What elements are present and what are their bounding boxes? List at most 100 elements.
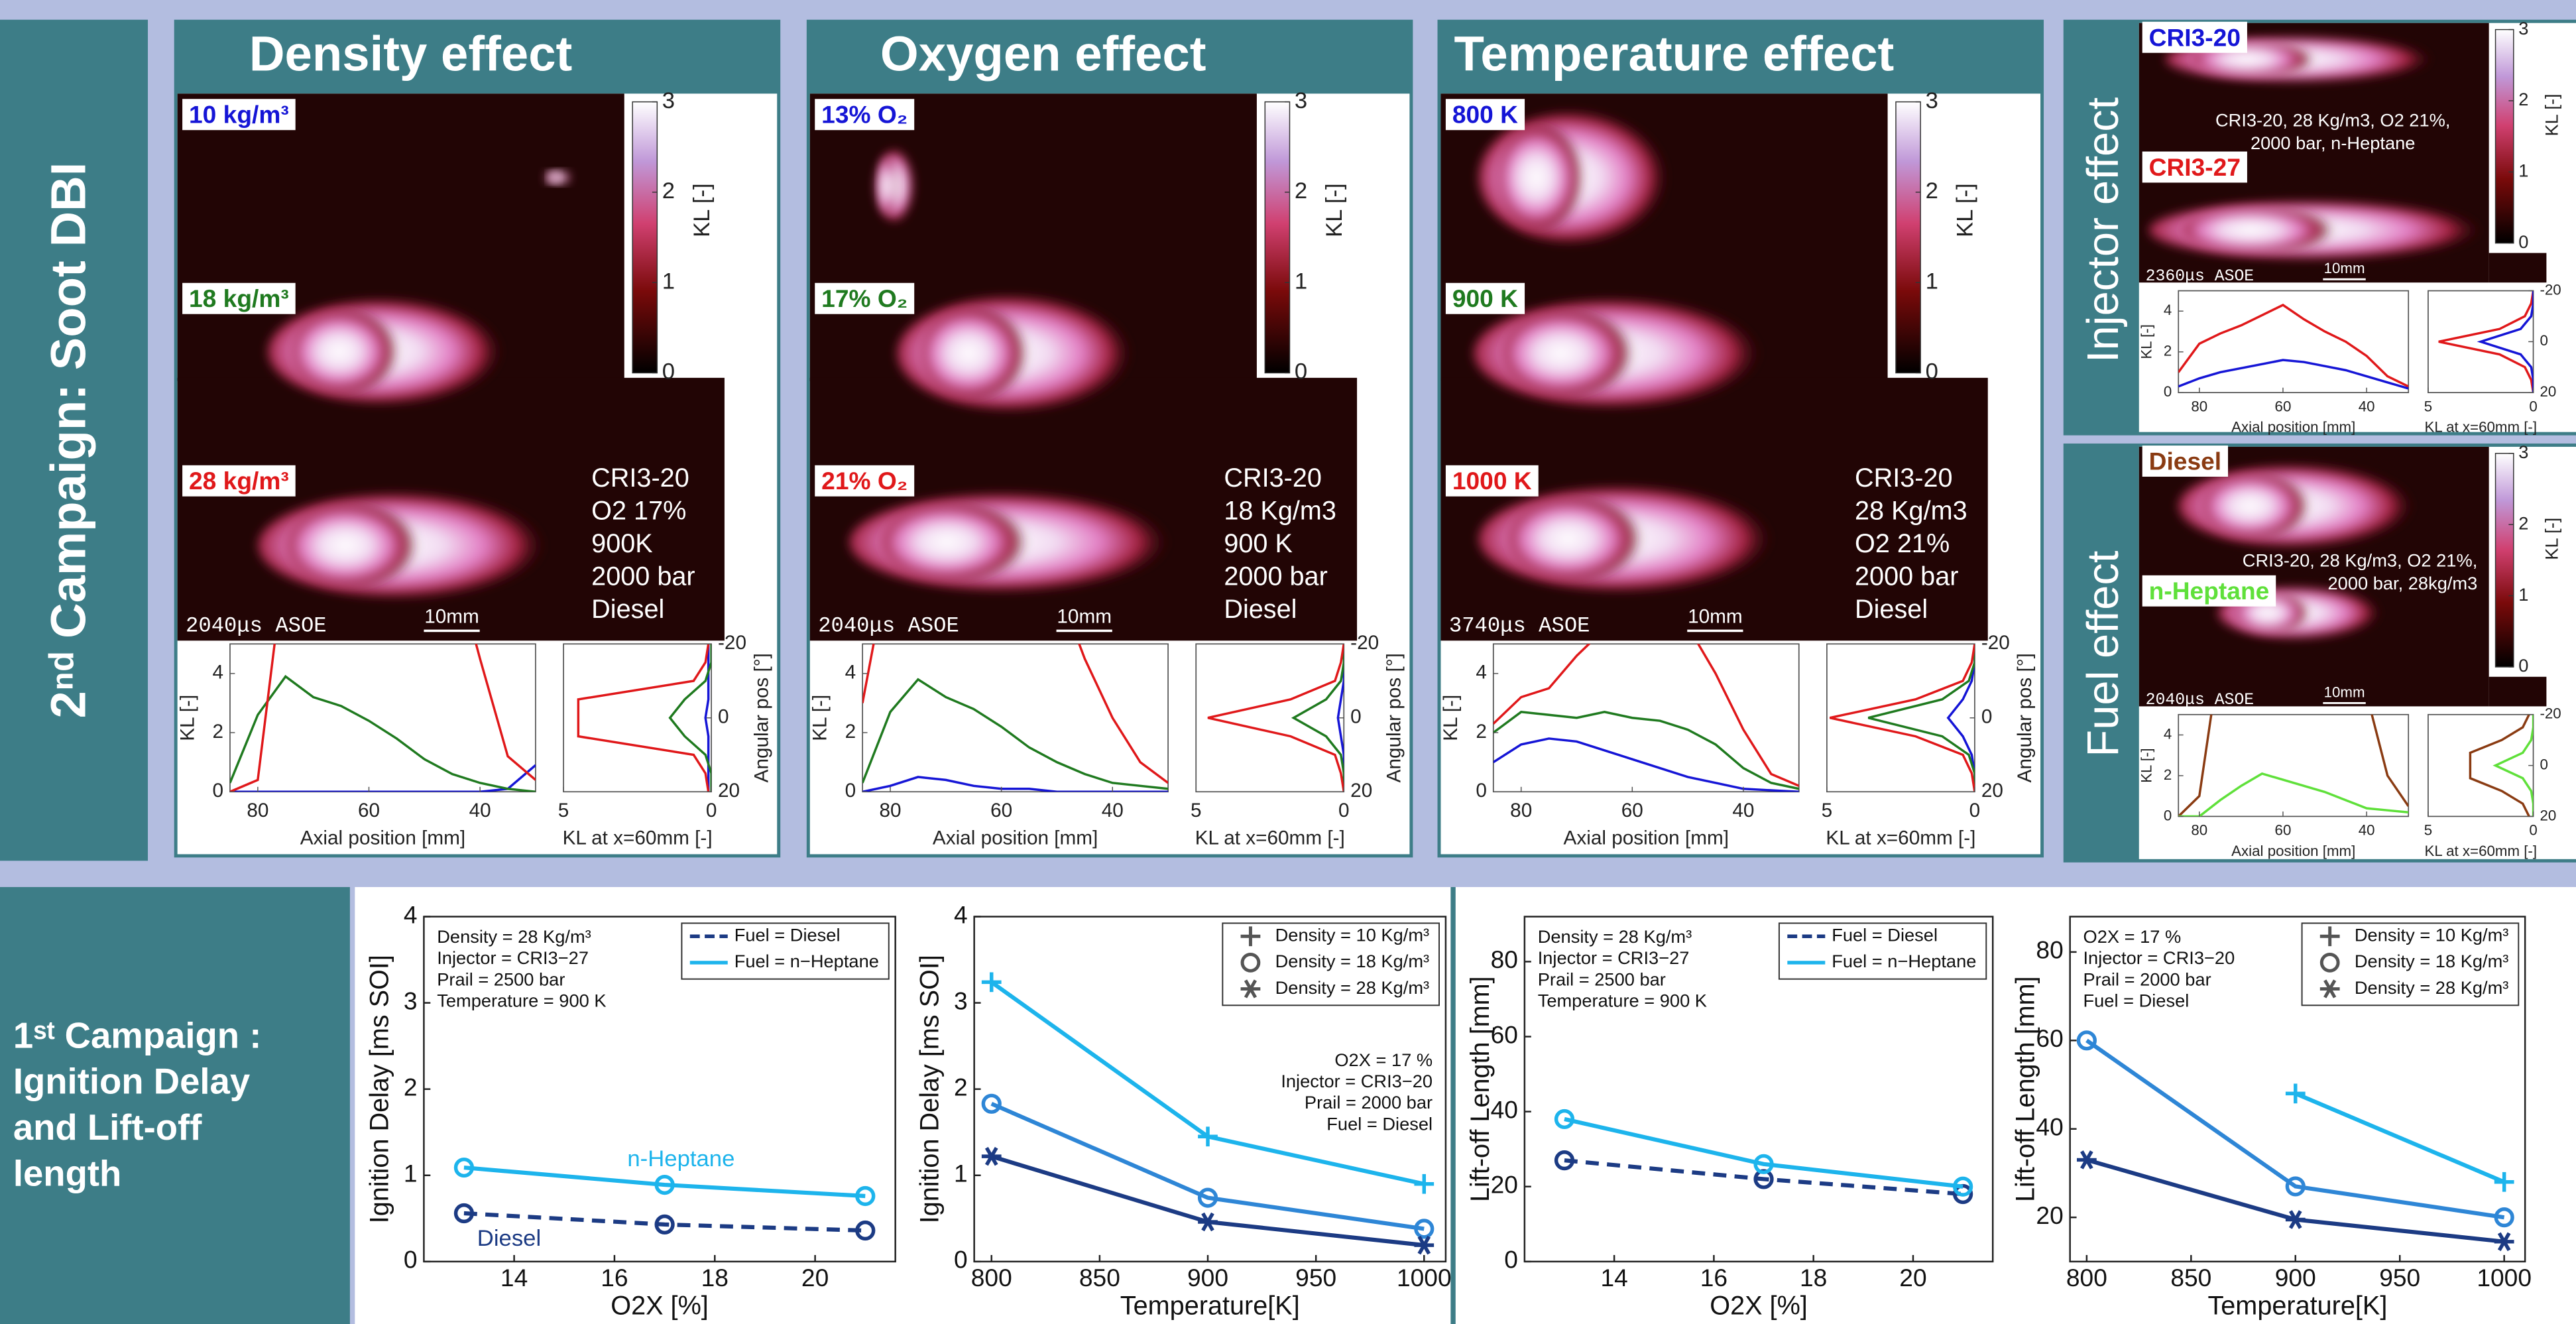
label-box	[815, 99, 915, 131]
x-axis-label: Axial position [mm]	[1564, 827, 1729, 849]
y-tick-label: 60	[1491, 1020, 1518, 1048]
x-tick-label: 18	[1800, 1264, 1827, 1292]
chart-annotation: Injector = CRI3−27	[437, 947, 589, 968]
y-tick-label: 0	[2540, 332, 2547, 349]
x-tick-label: 60	[1621, 800, 1643, 821]
y-tick-label: -20	[1350, 632, 1379, 654]
condition-line: 2000 bar, n-Heptane	[2251, 133, 2416, 153]
x-tick-label: 16	[1700, 1264, 1727, 1292]
legend-symbol	[1240, 953, 1261, 973]
colorbar	[2494, 453, 2514, 668]
x-tick-label: 16	[601, 1264, 628, 1292]
y-tick-label: 4	[954, 900, 968, 928]
series-line	[1564, 1116, 1963, 1189]
x-axis-label: Temperature[K]	[2207, 1292, 2387, 1321]
y-axis-label: Angular pos [°]	[750, 653, 772, 782]
legend-label: Fuel = n−Heptane	[1832, 951, 1976, 971]
profile-line	[2438, 290, 2534, 393]
y-tick-label: 4	[404, 900, 418, 928]
flame-core	[1502, 310, 1633, 397]
profile-line	[2178, 772, 2409, 817]
label-box	[182, 99, 296, 131]
profile-line	[2492, 714, 2534, 817]
colorbar	[1895, 101, 1921, 374]
marker	[1197, 1187, 1218, 1208]
y-tick-label: 2	[954, 1073, 968, 1101]
x-tick-label: 40	[2359, 822, 2375, 839]
condition-line: CRI3-20	[1224, 463, 1322, 493]
marker	[1952, 1176, 1973, 1197]
time-stamp: 2040μs ASOE	[2146, 691, 2254, 709]
chart-annotation: Injector = CRI3−20	[2083, 947, 2235, 968]
colorbar-tick-label: 2	[2518, 89, 2528, 109]
condition-line: CRI3-20, 28 Kg/m3, O2 21%,	[2243, 550, 2477, 571]
y-axis-label: Ignition Delay [ms SOI]	[915, 955, 945, 1223]
colorbar	[2494, 29, 2514, 244]
time-stamp: 3740μs ASOE	[1449, 614, 1590, 638]
x-axis-label: Axial position [mm]	[300, 827, 465, 849]
x-tick-label: 0	[1969, 800, 1981, 821]
chart-annotation: Temperature = 900 K	[437, 991, 606, 1011]
soot-title-band	[0, 19, 148, 861]
condition-line: Diesel	[591, 595, 664, 624]
x-tick-label: 60	[990, 800, 1012, 821]
y-tick-label: 2	[2164, 766, 2172, 783]
marker	[1753, 1154, 1774, 1174]
flame-core	[920, 307, 1027, 400]
scale-label: 10mm	[1688, 605, 1743, 627]
chart-annotation: Injector = CRI3−27	[1538, 947, 1690, 968]
colorbar	[1264, 101, 1291, 374]
chart-annotation: O2X = 17 %	[2083, 926, 2182, 947]
condition-line: 900K	[591, 529, 653, 558]
x-axis-label: KL at x=60mm [-]	[1826, 827, 1975, 849]
colorbar-label: KL [-]	[1953, 183, 1978, 237]
chart-annotation: Prail = 2500 bar	[437, 969, 565, 989]
profile-line	[229, 764, 536, 792]
scale-label: 10mm	[2324, 684, 2365, 700]
y-axis-label: KL [-]	[809, 695, 831, 741]
y-tick-label: 80	[1491, 945, 1518, 973]
label-box	[182, 465, 296, 497]
condition-label: n-Heptane	[2149, 577, 2270, 605]
plot-frame	[563, 643, 712, 793]
legend	[2301, 922, 2520, 1006]
scale-label: 10mm	[424, 605, 479, 627]
y-tick-label: 2	[404, 1073, 418, 1101]
y-tick-label: 3	[954, 987, 968, 1014]
y-tick-label: 20	[1350, 780, 1372, 802]
marker	[855, 1220, 876, 1241]
marker	[453, 1157, 475, 1178]
flame-core	[1497, 125, 1584, 230]
marker	[2077, 1150, 2097, 1170]
condition-label: 800 K	[1452, 101, 1518, 129]
y-tick-label: 0	[845, 780, 856, 802]
y-tick-label: 0	[2540, 756, 2547, 772]
y-axis-label: Ignition Delay [ms SOI]	[365, 955, 394, 1223]
chart-annotation: Prail = 2000 bar	[2083, 969, 2211, 989]
x-tick-label: 40	[2359, 398, 2375, 414]
y-axis-label: KL [-]	[2138, 324, 2154, 359]
x-tick-label: 850	[2170, 1264, 2211, 1292]
condition-line: CRI3-20	[1855, 463, 1953, 493]
condition-line: 2000 bar	[1224, 562, 1327, 591]
chart-annotation: Temperature = 900 K	[1538, 991, 1707, 1011]
colorbar-tick-label: 3	[1295, 88, 1307, 113]
marker	[654, 1214, 675, 1235]
profile-line	[229, 644, 536, 792]
series-annotation: n-Heptane	[627, 1146, 734, 1172]
colorbar-tick-label: 3	[662, 88, 675, 113]
marker	[2285, 1083, 2306, 1104]
profile-line	[229, 674, 536, 792]
series-line	[463, 1211, 866, 1233]
y-tick-label: 20	[1981, 780, 2003, 802]
ignition-title-line: 1ˢᵗ Campaign :	[13, 1015, 262, 1055]
y-tick-label: 4	[2164, 725, 2172, 742]
legend	[681, 922, 890, 980]
colorbar-tick-label: 1	[1926, 269, 1938, 294]
colorbar-tick-label: 2	[662, 178, 675, 204]
x-tick-label: 40	[1732, 800, 1754, 821]
panel-title: Density effect	[249, 26, 572, 81]
label-box	[1445, 282, 1525, 314]
marker	[2494, 1232, 2514, 1252]
